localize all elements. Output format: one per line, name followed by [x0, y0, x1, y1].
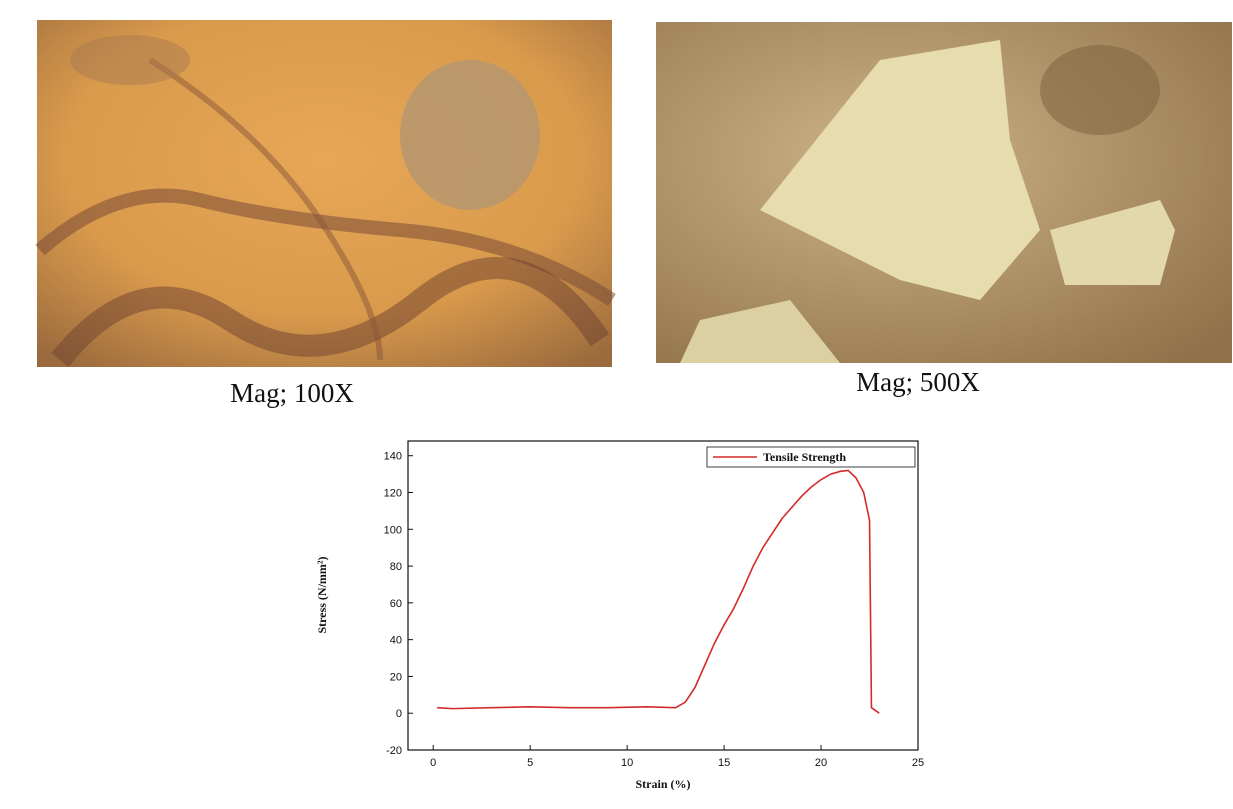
- x-tick-label: 20: [815, 757, 827, 769]
- line-series: [437, 470, 879, 713]
- x-tick-label: 5: [527, 757, 533, 769]
- chart: Strain (%) Stress (N/mm²) 0 5 10 15 20 25 -20 0…: [315, 441, 924, 791]
- grain: [400, 60, 540, 210]
- caption: Mag; 100X: [230, 378, 354, 408]
- y-tick-label: 60: [390, 598, 402, 610]
- x-tick-label: 10: [621, 757, 633, 769]
- page: {"micrographs": [{"caption": "Mag; 100X"…: [0, 0, 1233, 809]
- x-tick-label: 15: [718, 757, 730, 769]
- micrograph-500x: [656, 22, 1232, 363]
- y-tick-label: 140: [384, 451, 402, 463]
- legend-label: Tensile Strength: [763, 450, 846, 464]
- y-tick-label: 40: [390, 635, 402, 647]
- plot-frame: [408, 441, 918, 750]
- y-tick-label: -20: [386, 745, 402, 757]
- y-tick-label: 100: [384, 524, 402, 536]
- y-axis-label: Stress (N/mm²): [315, 556, 329, 633]
- grain: [70, 35, 190, 85]
- y-tick-label: 20: [390, 671, 402, 683]
- grain: [1040, 45, 1160, 135]
- y-tick-label: 0: [396, 708, 402, 720]
- micrograph-100x: [37, 20, 612, 367]
- y-tick-label: 120: [384, 488, 402, 500]
- figure: Mag; 100X Mag; 500X Strain (%) Stress (N…: [0, 0, 1233, 809]
- x-tick-label: 25: [912, 757, 924, 769]
- caption: Mag; 500X: [856, 367, 980, 397]
- x-tick-label: 0: [430, 757, 436, 769]
- y-tick-label: 80: [390, 561, 402, 573]
- x-axis-label: Strain (%): [636, 777, 691, 791]
